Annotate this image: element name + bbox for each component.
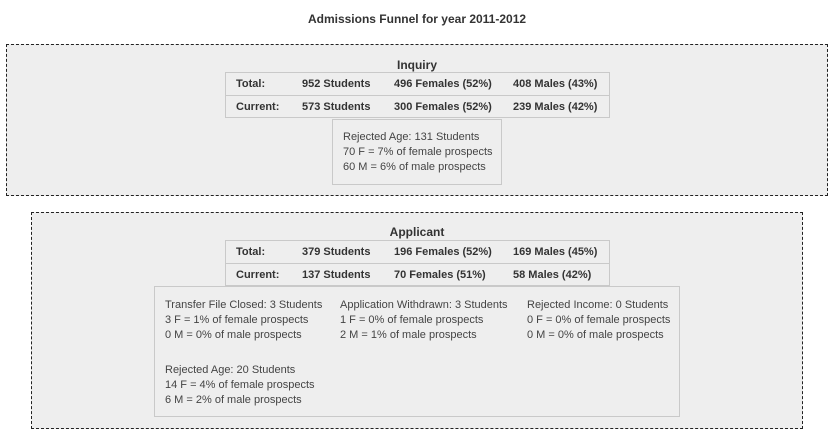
applicant-stage: Applicant Total: 379 Students 196 Female… [31,212,803,429]
applicant-total-label: Total: [236,246,266,258]
detail-male-line: 0 M = 0% of male prospects [527,329,664,341]
applicant-stage-title: Applicant [389,225,445,239]
applicant-current-row: Current: 137 Students 70 Females (51%) 5… [226,263,609,286]
inquiry-total-row: Total: 952 Students 496 Females (52%) 40… [226,73,609,95]
inquiry-total-females: 496 Females (52%) [394,78,492,90]
inquiry-current-females: 300 Females (52%) [394,101,492,113]
detail-heading: Rejected Income: 0 Students [527,299,669,311]
applicant-current-females: 70 Females (51%) [394,269,486,281]
inquiry-total-males: 408 Males (43%) [513,78,598,90]
detail-female-line: 1 F = 0% of female prospects [340,314,484,326]
detail-male-line: 60 M = 6% of male prospects [343,161,486,173]
page-title: Admissions Funnel for year 2011-2012 [307,12,527,26]
detail-female-line: 70 F = 7% of female prospects [343,146,493,158]
applicant-current-label: Current: [236,269,280,281]
detail-female-line: 0 F = 0% of female prospects [527,314,671,326]
inquiry-stage-title: Inquiry [396,58,437,72]
detail-male-line: 0 M = 0% of male prospects [165,329,302,341]
detail-rejected-age: Rejected Age: 131 Students 70 F = 7% of … [343,130,493,175]
inquiry-details-box: Rejected Age: 131 Students 70 F = 7% of … [332,119,502,185]
detail-rejected-age: Rejected Age: 20 Students 14 F = 4% of f… [165,363,315,408]
detail-female-line: 14 F = 4% of female prospects [165,379,315,391]
inquiry-current-label: Current: [236,101,280,113]
detail-heading: Application Withdrawn: 3 Students [340,299,508,311]
applicant-total-students: 379 Students [302,246,371,258]
detail-heading: Rejected Age: 131 Students [343,131,480,143]
inquiry-stats-table: Total: 952 Students 496 Females (52%) 40… [225,72,610,118]
inquiry-current-males: 239 Males (42%) [513,101,598,113]
applicant-current-males: 58 Males (42%) [513,269,592,281]
applicant-details-box: Transfer File Closed: 3 Students 3 F = 1… [154,286,680,417]
detail-rejected-income: Rejected Income: 0 Students 0 F = 0% of … [527,298,670,343]
applicant-stats-table: Total: 379 Students 196 Females (52%) 16… [225,240,610,286]
detail-transfer-file-closed: Transfer File Closed: 3 Students 3 F = 1… [165,298,322,343]
applicant-total-females: 196 Females (52%) [394,246,492,258]
inquiry-total-students: 952 Students [302,78,371,90]
detail-heading: Rejected Age: 20 Students [165,364,296,376]
detail-male-line: 6 M = 2% of male prospects [165,394,302,406]
inquiry-current-row: Current: 573 Students 300 Females (52%) … [226,95,609,118]
detail-heading: Transfer File Closed: 3 Students [165,299,323,311]
applicant-current-students: 137 Students [302,269,371,281]
detail-male-line: 2 M = 1% of male prospects [340,329,477,341]
inquiry-stage: Inquiry Total: 952 Students 496 Females … [6,44,828,196]
applicant-total-males: 169 Males (45%) [513,246,598,258]
inquiry-total-label: Total: [236,78,266,90]
applicant-total-row: Total: 379 Students 196 Females (52%) 16… [226,241,609,263]
detail-female-line: 3 F = 1% of female prospects [165,314,309,326]
inquiry-current-students: 573 Students [302,101,371,113]
detail-application-withdrawn: Application Withdrawn: 3 Students 1 F = … [340,298,508,343]
